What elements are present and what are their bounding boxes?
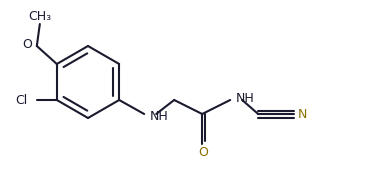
Text: CH₃: CH₃ xyxy=(28,10,52,22)
Text: Cl: Cl xyxy=(15,94,28,106)
Text: O: O xyxy=(198,147,208,159)
Text: O: O xyxy=(22,38,32,52)
Text: NH: NH xyxy=(236,91,255,105)
Text: N: N xyxy=(297,107,307,121)
Text: NH: NH xyxy=(150,110,169,123)
